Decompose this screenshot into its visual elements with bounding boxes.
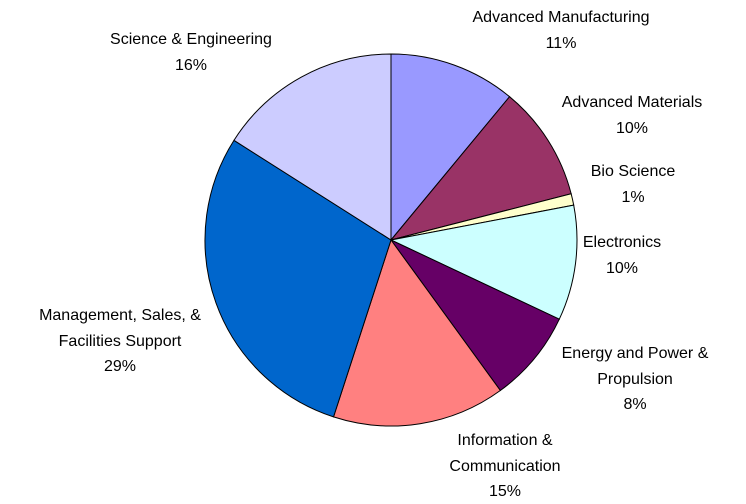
- percent-label: 16%: [174, 56, 208, 74]
- percent-label: 8%: [623, 396, 647, 413]
- slice-label: Science & Engineering 16%: [110, 27, 272, 78]
- slice-label: Energy and Power & Propulsion 8%: [553, 341, 718, 418]
- percent-label: 15%: [488, 483, 522, 500]
- category-name: Advanced Materials: [561, 94, 703, 111]
- pie-slice: [389, 95, 572, 241]
- category-name: Bio Science: [590, 163, 676, 180]
- pie-slice: [390, 239, 560, 392]
- slice-label: Advanced Materials 10%: [562, 90, 703, 141]
- category-name: Advanced Manufacturing: [472, 9, 650, 26]
- pie-slice: [389, 204, 578, 320]
- category-name: Information & Communication: [449, 432, 561, 475]
- percent-label: 10%: [615, 119, 649, 137]
- pie-slice: [390, 53, 511, 242]
- category-name: Electronics: [582, 234, 662, 251]
- percent-label: 1%: [621, 188, 645, 206]
- pie-slice: [332, 238, 502, 427]
- category-name: Science & Engineering: [110, 31, 272, 48]
- pie-slice: [204, 139, 392, 418]
- percent-label: 11%: [545, 34, 577, 52]
- percent-label: 29%: [103, 358, 137, 375]
- slice-label: Advanced Manufacturing 11%: [473, 5, 650, 56]
- category-name: Energy and Power & Propulsion: [561, 345, 709, 388]
- slice-label: Electronics 10%: [583, 230, 661, 281]
- slice-label: Management, Sales, & Facilities Support 2…: [23, 303, 218, 380]
- slice-label: Information & Communication 15%: [438, 428, 573, 504]
- percent-label: 10%: [605, 259, 639, 277]
- pie-slice: [233, 53, 392, 241]
- category-name: Management, Sales, & Facilities Support: [39, 307, 201, 350]
- slice-label: Bio Science 1%: [591, 159, 676, 210]
